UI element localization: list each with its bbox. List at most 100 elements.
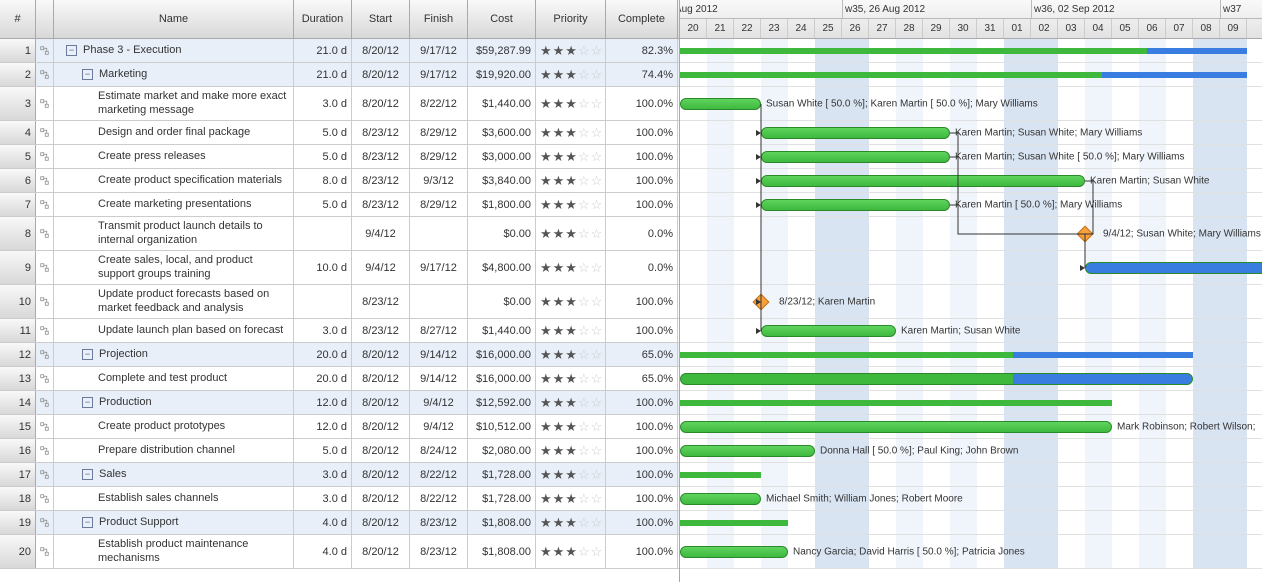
row-priority[interactable]: ★★★☆☆	[536, 463, 606, 486]
row-priority[interactable]: ★★★☆☆	[536, 251, 606, 284]
table-row[interactable]: 10Update product forecasts based on mark…	[0, 285, 679, 319]
task-bar[interactable]: Karen Martin; Susan White; Mary Williams	[761, 127, 950, 139]
row-cost[interactable]: $4,800.00	[468, 251, 536, 284]
row-duration[interactable]: 3.0 d	[294, 487, 352, 510]
row-priority[interactable]: ★★★☆☆	[536, 217, 606, 250]
row-cost[interactable]: $1,808.00	[468, 535, 536, 568]
row-cost[interactable]: $1,728.00	[468, 463, 536, 486]
row-cost[interactable]: $19,920.00	[468, 63, 536, 86]
col-header-cost[interactable]: Cost	[468, 0, 536, 38]
row-name-cell[interactable]: Create press releases	[54, 145, 294, 168]
row-finish[interactable]: 8/29/12	[410, 145, 468, 168]
row-duration[interactable]: 20.0 d	[294, 343, 352, 366]
row-duration[interactable]: 5.0 d	[294, 439, 352, 462]
row-start[interactable]: 8/20/12	[352, 343, 410, 366]
row-cost[interactable]: $2,080.00	[468, 439, 536, 462]
task-bar[interactable]	[1085, 262, 1262, 274]
row-start[interactable]: 8/20/12	[352, 511, 410, 534]
row-name-cell[interactable]: Establish sales channels	[54, 487, 294, 510]
gantt-row[interactable]: Karen Martin; Susan White; Mary Williams	[680, 121, 1262, 145]
row-complete[interactable]: 65.0%	[606, 367, 678, 390]
collapse-icon[interactable]: −	[82, 69, 93, 80]
row-complete[interactable]: 100.0%	[606, 511, 678, 534]
table-row[interactable]: 1−Phase 3 - Execution21.0 d8/20/129/17/1…	[0, 39, 679, 63]
gantt-row[interactable]	[680, 463, 1262, 487]
row-cost[interactable]: $1,808.00	[468, 511, 536, 534]
row-start[interactable]: 8/20/12	[352, 415, 410, 438]
collapse-icon[interactable]: −	[82, 349, 93, 360]
gantt-row[interactable]: Karen Martin [ 50.0 %]; Mary Williams	[680, 193, 1262, 217]
row-name-cell[interactable]: Update product forecasts based on market…	[54, 285, 294, 318]
col-header-finish[interactable]: Finish	[410, 0, 468, 38]
row-priority[interactable]: ★★★☆☆	[536, 415, 606, 438]
task-bar[interactable]: Karen Martin; Susan White	[761, 175, 1085, 187]
row-finish[interactable]	[410, 285, 468, 318]
table-row[interactable]: 14−Production12.0 d8/20/129/4/12$12,592.…	[0, 391, 679, 415]
gantt-row[interactable]: Mark Robinson; Robert Wilson;	[680, 415, 1262, 439]
row-complete[interactable]: 82.3%	[606, 39, 678, 62]
task-bar[interactable]: Nancy Garcia; David Harris [ 50.0 %]; Pa…	[680, 546, 788, 558]
table-row[interactable]: 3Estimate market and make more exact mar…	[0, 87, 679, 121]
row-duration[interactable]: 21.0 d	[294, 39, 352, 62]
collapse-icon[interactable]: −	[82, 397, 93, 408]
row-finish[interactable]: 8/23/12	[410, 535, 468, 568]
row-start[interactable]: 8/20/12	[352, 87, 410, 120]
table-row[interactable]: 17−Sales3.0 d8/20/128/22/12$1,728.00★★★☆…	[0, 463, 679, 487]
row-finish[interactable]: 9/3/12	[410, 169, 468, 192]
gantt-row[interactable]	[680, 391, 1262, 415]
task-bar[interactable]: Susan White [ 50.0 %]; Karen Martin [ 50…	[680, 98, 761, 110]
row-priority[interactable]: ★★★☆☆	[536, 439, 606, 462]
collapse-icon[interactable]: −	[66, 45, 77, 56]
row-cost[interactable]: $1,800.00	[468, 193, 536, 216]
table-row[interactable]: 15Create product prototypes12.0 d8/20/12…	[0, 415, 679, 439]
row-name-cell[interactable]: Create marketing presentations	[54, 193, 294, 216]
row-start[interactable]: 8/23/12	[352, 145, 410, 168]
row-cost[interactable]: $12,592.00	[468, 391, 536, 414]
row-start[interactable]: 8/23/12	[352, 121, 410, 144]
row-name-cell[interactable]: Estimate market and make more exact mark…	[54, 87, 294, 120]
row-priority[interactable]: ★★★☆☆	[536, 39, 606, 62]
row-cost[interactable]: $0.00	[468, 217, 536, 250]
row-cost[interactable]: $3,600.00	[468, 121, 536, 144]
row-start[interactable]: 8/23/12	[352, 169, 410, 192]
row-duration[interactable]: 3.0 d	[294, 463, 352, 486]
gantt-row[interactable]	[680, 343, 1262, 367]
row-cost[interactable]: $16,000.00	[468, 367, 536, 390]
gantt-row[interactable]	[680, 511, 1262, 535]
row-priority[interactable]: ★★★☆☆	[536, 487, 606, 510]
row-complete[interactable]: 100.0%	[606, 391, 678, 414]
row-finish[interactable]: 9/17/12	[410, 63, 468, 86]
row-complete[interactable]: 100.0%	[606, 535, 678, 568]
row-duration[interactable]: 4.0 d	[294, 535, 352, 568]
gantt-row[interactable]: 8/23/12; Karen Martin	[680, 285, 1262, 319]
task-bar[interactable]: Karen Martin [ 50.0 %]; Mary Williams	[761, 199, 950, 211]
table-row[interactable]: 18Establish sales channels3.0 d8/20/128/…	[0, 487, 679, 511]
row-cost[interactable]: $3,000.00	[468, 145, 536, 168]
row-name-cell[interactable]: Establish product maintenance mechanisms	[54, 535, 294, 568]
gantt-row[interactable]: Michael Smith; William Jones; Robert Moo…	[680, 487, 1262, 511]
row-name-cell[interactable]: Create sales, local, and product support…	[54, 251, 294, 284]
row-priority[interactable]: ★★★☆☆	[536, 285, 606, 318]
row-finish[interactable]	[410, 217, 468, 250]
row-priority[interactable]: ★★★☆☆	[536, 391, 606, 414]
collapse-icon[interactable]: −	[82, 517, 93, 528]
row-complete[interactable]: 100.0%	[606, 463, 678, 486]
row-start[interactable]: 8/20/12	[352, 463, 410, 486]
row-finish[interactable]: 8/22/12	[410, 487, 468, 510]
row-name-cell[interactable]: −Production	[54, 391, 294, 414]
row-cost[interactable]: $3,840.00	[468, 169, 536, 192]
table-row[interactable]: 5Create press releases5.0 d8/23/128/29/1…	[0, 145, 679, 169]
gantt-row[interactable]	[680, 251, 1262, 285]
table-row[interactable]: 2−Marketing21.0 d8/20/129/17/12$19,920.0…	[0, 63, 679, 87]
gantt-row[interactable]: Karen Martin; Susan White	[680, 319, 1262, 343]
row-priority[interactable]: ★★★☆☆	[536, 343, 606, 366]
row-finish[interactable]: 9/4/12	[410, 415, 468, 438]
row-duration[interactable]: 5.0 d	[294, 145, 352, 168]
row-cost[interactable]: $1,440.00	[468, 87, 536, 120]
row-start[interactable]: 9/4/12	[352, 217, 410, 250]
col-header-complete[interactable]: Complete	[606, 0, 678, 38]
row-start[interactable]: 8/23/12	[352, 285, 410, 318]
gantt-row[interactable]: Karen Martin; Susan White	[680, 169, 1262, 193]
row-start[interactable]: 8/20/12	[352, 535, 410, 568]
gantt-row[interactable]: Donna Hall [ 50.0 %]; Paul King; John Br…	[680, 439, 1262, 463]
